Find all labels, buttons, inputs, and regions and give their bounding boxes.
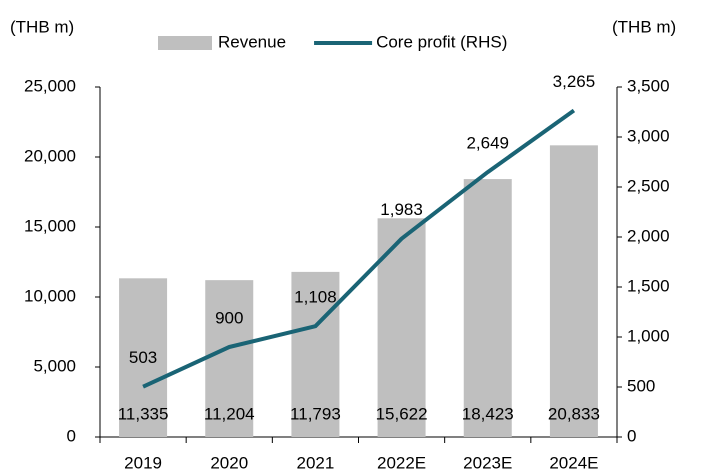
- y-tick-label: 0: [67, 426, 76, 445]
- bar: [205, 280, 254, 437]
- x-tick-label: 2022E: [377, 453, 426, 472]
- line-value-label: 1,108: [294, 288, 337, 307]
- x-tick-label: 2024E: [549, 453, 598, 472]
- x-tick-label: 2021: [297, 453, 335, 472]
- y2-tick-label: 3,000: [627, 126, 670, 145]
- y2-tick-label: 500: [627, 376, 655, 395]
- legend-label: Core profit (RHS): [376, 32, 507, 51]
- y2-tick-label: 3,500: [627, 76, 670, 95]
- bar: [549, 145, 598, 437]
- y-tick-label: 25,000: [24, 76, 76, 95]
- y2-axis-label: (THB m): [612, 17, 676, 36]
- y-tick-label: 5,000: [33, 356, 76, 375]
- bar-value-label: 15,622: [376, 404, 428, 423]
- y-axis-label: (THB m): [10, 17, 74, 36]
- y-tick-label: 10,000: [24, 286, 76, 305]
- y-tick-label: 20,000: [24, 146, 76, 165]
- bar-value-label: 18,423: [462, 404, 514, 423]
- x-tick-label: 2020: [210, 453, 248, 472]
- line-value-label: 1,983: [380, 200, 423, 219]
- y-tick-label: 15,000: [24, 216, 76, 235]
- line-value-label: 900: [215, 308, 243, 327]
- x-tick-label: 2023E: [463, 453, 512, 472]
- bar: [463, 179, 512, 437]
- line-value-label: 503: [129, 348, 157, 367]
- y2-tick-label: 0: [627, 426, 636, 445]
- bar: [291, 271, 340, 437]
- legend-swatch: [158, 36, 212, 50]
- line-value-label: 3,265: [553, 72, 596, 91]
- x-tick-label: 2019: [124, 453, 162, 472]
- bar-value-label: 11,204: [204, 404, 255, 423]
- y2-tick-label: 2,000: [627, 226, 670, 245]
- legend-label: Revenue: [218, 32, 286, 51]
- bar-value-label: 11,335: [118, 404, 169, 423]
- line: [142, 108, 576, 389]
- line-value-label: 2,649: [466, 134, 509, 153]
- y2-tick-label: 1,500: [627, 276, 670, 295]
- y2-tick-label: 2,500: [627, 176, 670, 195]
- bar-value-label: 11,793: [290, 404, 341, 423]
- y2-tick-label: 1,000: [627, 326, 670, 345]
- bar: [119, 278, 168, 437]
- bar-value-label: 20,833: [548, 404, 600, 423]
